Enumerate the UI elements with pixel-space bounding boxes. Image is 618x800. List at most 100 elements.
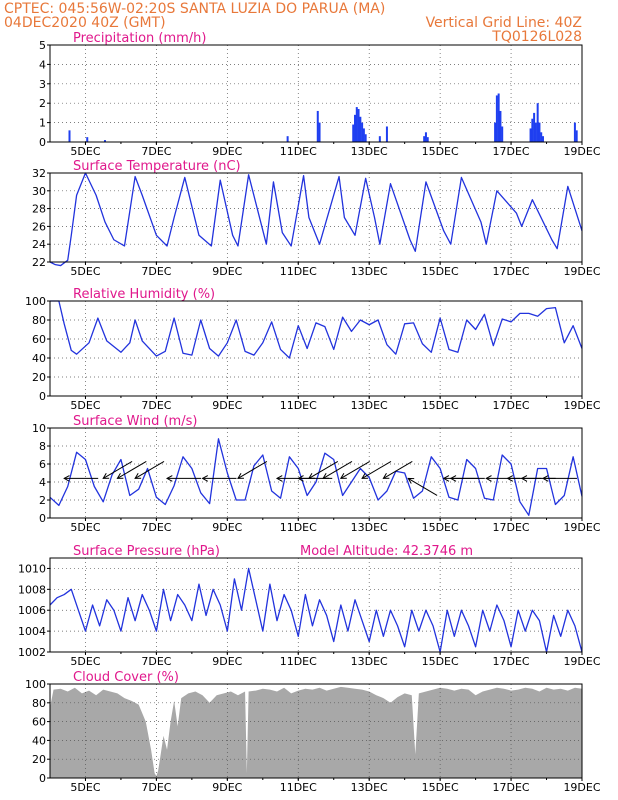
pressure-xtick-label: 15DEC bbox=[422, 655, 459, 668]
precip-xtick-label: 15DEC bbox=[422, 145, 459, 158]
wind-arrow-head bbox=[134, 472, 142, 479]
wind-xtick-label: 17DEC bbox=[493, 521, 530, 534]
precip-bar bbox=[355, 107, 358, 142]
cloud-xtick-label: 13DEC bbox=[351, 781, 388, 794]
precip-bar bbox=[316, 110, 319, 142]
header-run-date: 04DEC2020 40Z (GMT) bbox=[4, 15, 166, 31]
pressure-frame bbox=[49, 557, 583, 653]
rh-series-line bbox=[50, 300, 583, 359]
precip-bar bbox=[541, 136, 544, 142]
rh-ytick-label: 40 bbox=[32, 352, 46, 365]
wind-arrow bbox=[407, 477, 438, 496]
precip-bar bbox=[359, 116, 362, 142]
wind-arrow bbox=[237, 460, 268, 479]
wind-arrow-head bbox=[449, 475, 457, 482]
precip-bar bbox=[362, 128, 365, 142]
rh-ytick-label: 80 bbox=[32, 314, 46, 327]
precip-ytick-label: 4 bbox=[39, 58, 46, 71]
precip-bar bbox=[86, 137, 89, 142]
pressure-panel: Surface Pressure (hPa) Model Altitude: 42… bbox=[18, 544, 601, 668]
precip-xtick-label: 5DEC bbox=[70, 145, 100, 158]
cloud-ytick-label: 100 bbox=[25, 678, 46, 691]
precip-bar bbox=[385, 126, 388, 142]
temp-xtick-label: 11DEC bbox=[280, 265, 317, 278]
cloud-area bbox=[50, 686, 582, 778]
wind-ytick-label: 0 bbox=[39, 512, 46, 525]
wind-arrow-head bbox=[407, 477, 415, 484]
temp-ytick-label: 30 bbox=[32, 185, 46, 198]
header-grid-line: Vertical Grid Line: 40Z bbox=[426, 15, 582, 31]
pressure-xtick-label: 13DEC bbox=[351, 655, 388, 668]
cloud-title: Cloud Cover (%) bbox=[73, 670, 179, 685]
wind-arrow-head bbox=[442, 475, 450, 482]
wind-arrow bbox=[134, 460, 165, 479]
wind-arrow-head bbox=[485, 475, 492, 482]
cloud-xtick-label: 17DEC bbox=[493, 781, 530, 794]
pressure-ytick-label: 1008 bbox=[18, 583, 46, 596]
precip-bar bbox=[501, 126, 504, 142]
precip-bar bbox=[426, 137, 429, 142]
cloud-ytick-label: 0 bbox=[39, 772, 46, 785]
cloud-xtick-label: 15DEC bbox=[422, 781, 459, 794]
pressure-ytick-label: 1004 bbox=[18, 625, 46, 638]
cloud-xtick-label: 19DEC bbox=[563, 781, 600, 794]
pressure-xtick-label: 11DEC bbox=[280, 655, 317, 668]
precip-bar bbox=[318, 122, 321, 142]
temp-xtick-label: 17DEC bbox=[493, 265, 530, 278]
wind-arrow-head bbox=[102, 472, 110, 479]
precip-ytick-label: 3 bbox=[39, 78, 46, 91]
temp-xtick-label: 7DEC bbox=[141, 265, 171, 278]
rh-frame bbox=[49, 300, 583, 397]
wind-arrow-head bbox=[275, 475, 283, 482]
wind-xtick-label: 19DEC bbox=[563, 521, 600, 534]
cloud-xtick-label: 7DEC bbox=[141, 781, 171, 794]
precip-bar bbox=[533, 112, 536, 142]
panels: Precipitation (mm/h) 0 1 2 3 4 5 5DEC 7DEC 9DEC 11… bbox=[18, 31, 601, 794]
temp-ytick-label: 32 bbox=[32, 167, 46, 180]
wind-title: Surface Wind (m/s) bbox=[73, 414, 197, 429]
cloud-panel: Cloud Cover (%) 0 20 40 60 80 100 5DEC 7DEC 9DEC 1… bbox=[25, 670, 601, 794]
wind-ytick-label: 2 bbox=[39, 494, 46, 507]
rh-xtick-label: 19DEC bbox=[563, 399, 600, 412]
precip-bar bbox=[424, 132, 427, 142]
rh-ytick-label: 20 bbox=[32, 371, 46, 384]
wind-xtick-label: 7DEC bbox=[141, 521, 171, 534]
pressure-ytick-label: 1006 bbox=[18, 604, 46, 617]
wind-arrow-head bbox=[382, 472, 390, 479]
precip-bar bbox=[354, 114, 357, 142]
precip-xtick-label: 17DEC bbox=[493, 145, 530, 158]
rh-ytick-label: 0 bbox=[39, 390, 46, 403]
precip-xtick-label: 19DEC bbox=[563, 145, 600, 158]
wind-arrow-head bbox=[201, 475, 209, 482]
wind-arrow-head bbox=[322, 472, 330, 479]
wind-ytick-label: 6 bbox=[39, 458, 46, 471]
precip-bar bbox=[531, 118, 534, 142]
pressure-xtick-label: 19DEC bbox=[563, 655, 600, 668]
cloud-ytick-label: 60 bbox=[32, 716, 46, 729]
temp-panel: Surface Temperature (nC) 22 24 26 28 30 32 5DEC… bbox=[32, 159, 601, 278]
precip-panel: Precipitation (mm/h) 0 1 2 3 4 5 5DEC 7DEC 9DEC 11… bbox=[39, 31, 601, 158]
precip-bar bbox=[538, 122, 541, 142]
wind-series-line bbox=[49, 438, 583, 516]
wind-arrow-head bbox=[116, 472, 124, 479]
wind-panel: Surface Wind (m/s) 0 2 4 6 8 10 5DEC 7DEC 9DEC 11D… bbox=[32, 414, 601, 534]
pressure-xtick-label: 17DEC bbox=[493, 655, 530, 668]
precip-bar bbox=[575, 130, 578, 142]
precip-bar bbox=[536, 103, 539, 142]
temp-ytick-label: 24 bbox=[32, 238, 46, 251]
header-location: CPTEC: 045:56W-02:20S SANTA LUZIA DO PAR… bbox=[4, 1, 385, 17]
wind-xtick-label: 15DEC bbox=[422, 521, 459, 534]
wind-arrow-head bbox=[541, 475, 549, 482]
cloud-ytick-label: 80 bbox=[32, 697, 46, 710]
wind-arrow bbox=[340, 460, 370, 479]
cloud-frame bbox=[49, 683, 583, 779]
rh-xtick-label: 11DEC bbox=[280, 399, 317, 412]
rh-ytick-label: 60 bbox=[32, 333, 46, 346]
precip-bar bbox=[540, 132, 543, 142]
wind-arrow-head bbox=[308, 472, 315, 479]
precip-bar bbox=[364, 134, 367, 142]
temp-xtick-label: 19DEC bbox=[563, 265, 600, 278]
precip-bar bbox=[495, 95, 498, 142]
precip-bar bbox=[529, 128, 532, 142]
